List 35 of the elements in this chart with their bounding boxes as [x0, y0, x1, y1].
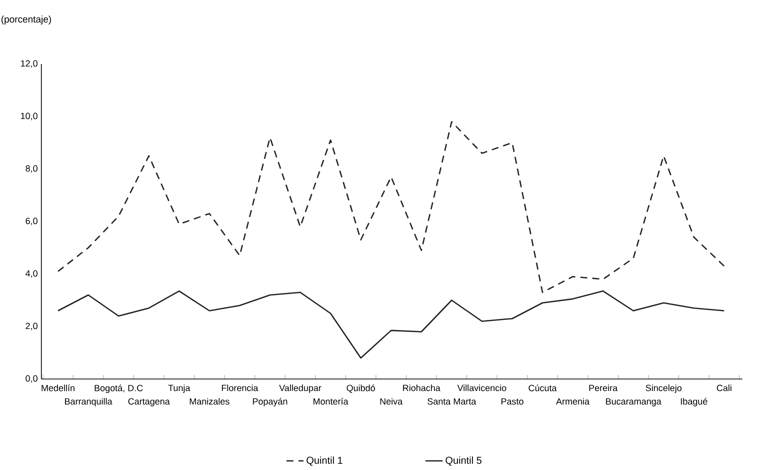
- x-tick-label: Quibdó: [346, 384, 375, 393]
- line-series: [57, 121, 725, 294]
- x-tick-label: Pasto: [501, 398, 524, 405]
- x-tick-label: Cali: [716, 384, 732, 392]
- y-tick-label: 6,0: [26, 218, 38, 226]
- legend-label: Quintil 5: [446, 456, 482, 466]
- x-tick-label: Barranquilla: [65, 398, 112, 406]
- y-tick-label: 4,0: [26, 270, 38, 278]
- x-tick-label: Sincelejo: [646, 384, 682, 393]
- y-tick-label: 12,0: [20, 60, 38, 68]
- x-tick-label: Montería: [314, 398, 348, 405]
- line-series: [57, 290, 725, 359]
- x-tick-label: Bogotá, D.C: [94, 384, 143, 394]
- legend-label: Quintil 1: [306, 456, 342, 466]
- x-tick-label: Neiva: [380, 398, 403, 405]
- y-axis-title: (porcentaje): [1, 16, 51, 24]
- x-tick-label: Bucaramanga: [606, 398, 662, 406]
- y-tick-label: 0,0: [26, 375, 38, 383]
- x-tick-label: Florencia: [222, 384, 258, 392]
- x-tick-label: Santa Marta: [428, 398, 476, 405]
- x-tick-label: Cúcuta: [528, 384, 557, 392]
- x-tick-label: Manizales: [190, 398, 230, 405]
- x-tick-label: Armenia: [556, 398, 590, 405]
- y-tick-label: 2,0: [26, 322, 38, 330]
- x-tick-label: Tunja: [168, 384, 190, 393]
- x-tick-label: Pereira: [589, 384, 618, 392]
- y-tick-label: 8,0: [26, 165, 38, 173]
- x-tick-label: Popayán: [252, 398, 288, 406]
- x-tick-label: Valledupar: [279, 384, 322, 393]
- x-tick-label: Riohacha: [403, 384, 440, 392]
- x-tick-label: Medellín: [42, 384, 74, 392]
- x-tick-label: Cartagena: [128, 398, 170, 406]
- y-tick-label: 10,0: [20, 112, 38, 120]
- x-tick-label: Villavicencio: [457, 384, 506, 392]
- x-tick-label: Ibagué: [680, 398, 708, 406]
